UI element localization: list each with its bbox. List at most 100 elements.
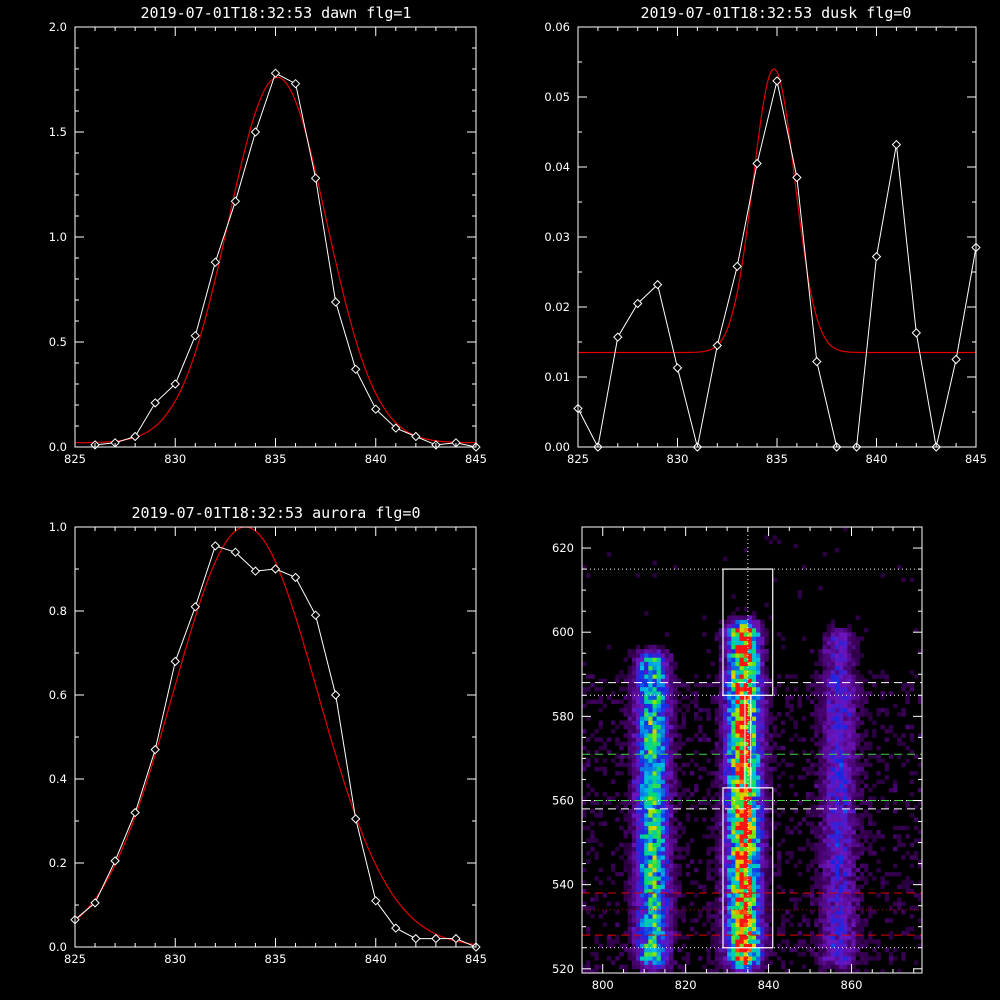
heatmap-cell (864, 863, 869, 869)
heatmap-cell (855, 644, 861, 650)
y-tick-label: 0.5 (49, 335, 67, 349)
heatmap-cell (631, 901, 637, 906)
heatmap-cell (830, 628, 836, 633)
heatmap-cell (677, 783, 682, 789)
heatmap-cell (743, 758, 749, 763)
heatmap-cell (893, 834, 898, 839)
heatmap-cell (880, 779, 885, 784)
heatmap-cell (851, 762, 856, 768)
heatmap-cell (864, 745, 869, 751)
heatmap-cell (669, 783, 674, 789)
heatmap-cell (739, 720, 744, 725)
heatmap-cell (660, 720, 666, 725)
heatmap-cell (743, 707, 749, 713)
heatmap-cell (768, 893, 773, 898)
heatmap-cell (764, 628, 769, 633)
heatmap-cell (909, 686, 914, 692)
heatmap-cell (735, 851, 740, 856)
heatmap-cell (822, 851, 827, 856)
heatmap-cell (826, 657, 831, 662)
heatmap-cell (718, 729, 724, 734)
heatmap-cell (648, 754, 653, 759)
heatmap-cell (706, 930, 711, 936)
heatmap-cell (752, 754, 757, 759)
heatmap-cell (660, 766, 666, 772)
heatmap-cell (644, 653, 649, 658)
heatmap-cell (677, 880, 682, 885)
heatmap-cell (739, 745, 744, 751)
heatmap-cell (606, 939, 612, 944)
heatmap-cell (868, 914, 873, 919)
heatmap-cell (631, 695, 637, 700)
heatmap-cell (718, 867, 724, 873)
heatmap-cell (727, 745, 732, 751)
heatmap-cell (681, 918, 686, 923)
heatmap-cell (760, 686, 765, 692)
heatmap-cell (714, 935, 720, 940)
heatmap-cell (847, 893, 852, 898)
heatmap-cell (884, 880, 890, 885)
heatmap-cell (893, 846, 898, 852)
heatmap-cell (615, 771, 620, 776)
heatmap-cell (747, 859, 753, 864)
heatmap-cell (893, 956, 898, 961)
heatmap-cell (627, 905, 632, 911)
heatmap-cell (776, 842, 782, 848)
heatmap-cell (839, 829, 844, 835)
heatmap-cell (648, 766, 653, 772)
heatmap-cell (685, 707, 691, 713)
heatmap-cell (752, 829, 757, 835)
heatmap-cell (864, 808, 869, 814)
heatmap-cell (710, 695, 715, 700)
heatmap-cell (743, 922, 749, 927)
heatmap-cell (760, 842, 765, 848)
heatmap-cell (855, 640, 861, 646)
heatmap-cell (814, 804, 819, 810)
heatmap-cell (623, 762, 628, 768)
heatmap-cell (669, 737, 674, 742)
data-point (871, 251, 882, 262)
heatmap-cell (718, 716, 724, 721)
heatmap-cell (718, 619, 724, 625)
data-point (411, 431, 421, 442)
heatmap-cell (706, 674, 711, 679)
heatmap-cell (723, 888, 728, 894)
heatmap-cell (830, 825, 836, 831)
heatmap-cell (586, 851, 591, 856)
heatmap-cell (664, 783, 670, 789)
heatmap-cell (660, 952, 666, 957)
heatmap-cell (760, 771, 765, 776)
heatmap-cell (843, 665, 848, 671)
heatmap-cell (901, 909, 906, 915)
heatmap-cell (851, 956, 856, 961)
heatmap-cell (681, 893, 686, 898)
heatmap-cell (673, 745, 678, 751)
heatmap-cell (710, 804, 715, 810)
heatmap-cell (818, 935, 823, 940)
heatmap-cell (735, 876, 740, 881)
heatmap-cell (718, 901, 724, 906)
heatmap-cell (648, 888, 653, 894)
heatmap-cell (764, 943, 769, 948)
heatmap-cell (664, 842, 670, 848)
heatmap-cell (797, 897, 802, 902)
heatmap-cell (814, 922, 819, 927)
heatmap-cell (648, 750, 653, 755)
heatmap-cell (851, 893, 856, 898)
heatmap-cell (723, 623, 728, 629)
heatmap-cell (859, 800, 865, 805)
heatmap-cell (702, 766, 707, 772)
heatmap-cell (723, 914, 728, 919)
heatmap-cell (760, 846, 765, 852)
heatmap-cell (718, 884, 724, 890)
heatmap-cell (760, 661, 765, 667)
heatmap-cell (843, 960, 848, 965)
heatmap-cell (756, 657, 761, 662)
heatmap-cell (631, 947, 637, 953)
heatmap-cell (664, 943, 670, 948)
heatmap-cell (615, 741, 620, 747)
heatmap-cell (735, 636, 740, 641)
heatmap-cell (735, 628, 740, 633)
heatmap-cell (901, 880, 906, 885)
heatmap-cell (731, 901, 736, 906)
